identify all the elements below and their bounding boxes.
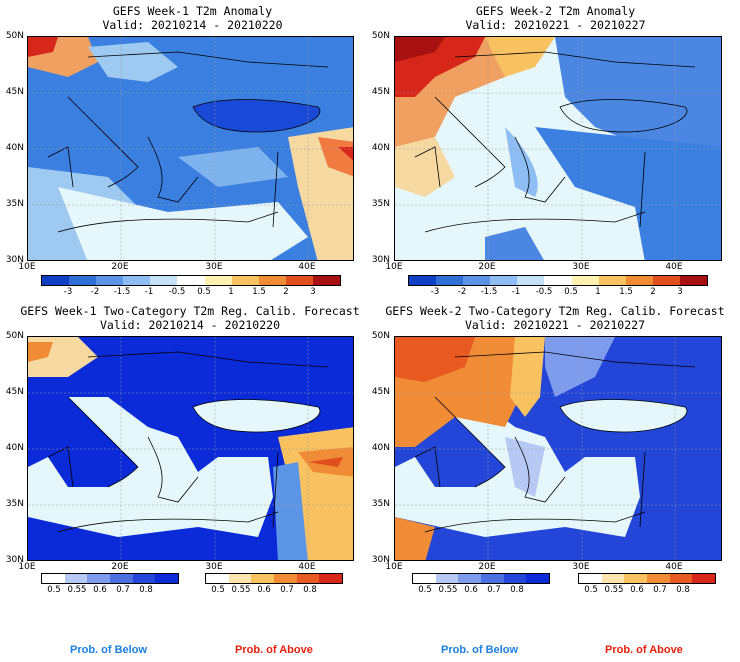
p3-below-lab: 0.7	[116, 585, 130, 595]
p4-above-lab: 0.5	[584, 585, 598, 595]
p3-below-lab: 0.5	[47, 585, 61, 595]
p4-above-lab: 0.55	[604, 585, 624, 595]
panel2-map	[394, 36, 722, 261]
p2-lat-40: 40N	[371, 143, 390, 153]
panel3-title: GEFS Week-1 Two-Category T2m Reg. Calib.…	[20, 304, 360, 332]
p1-cb-lab: -2	[90, 287, 100, 297]
p4-lat-40: 40N	[371, 443, 390, 453]
panel2-title: GEFS Week-2 T2m Anomaly Valid: 20210221 …	[465, 4, 646, 32]
p3-above-lab: 0.5	[211, 585, 225, 595]
p1-lat-50: 50N	[5, 31, 24, 41]
p1-cb-lab: -0.5	[168, 287, 186, 297]
p2-lon-30: 30E	[572, 262, 590, 272]
p2-lat-50: 50N	[371, 31, 390, 41]
p1-lon-10: 10E	[18, 262, 36, 272]
p3-below-lab: 0.8	[139, 585, 153, 595]
p3-above-lab: 0.7	[280, 585, 294, 595]
p4-below-lab: 0.8	[510, 585, 524, 595]
panel4-title: GEFS Week-2 Two-Category T2m Reg. Calib.…	[385, 304, 725, 332]
p3-below-lab: 0.6	[93, 585, 107, 595]
panel1-map	[27, 36, 354, 261]
p4-above-lab: 0.7	[653, 585, 667, 595]
p2-cb-lab: 1	[595, 287, 601, 297]
p2-lon-20: 20E	[478, 262, 496, 272]
p1-lat-40: 40N	[5, 143, 24, 153]
p2-cb-lab: 1.5	[619, 287, 633, 297]
p4-below-lab: 0.7	[487, 585, 501, 595]
p3-below-footer: Prob. of Below	[70, 644, 147, 656]
p1-cb-lab: 0.5	[197, 287, 211, 297]
p2-cb-lab: 0.5	[564, 287, 578, 297]
p3-below-lab: 0.55	[67, 585, 87, 595]
p4-above-footer: Prob. of Above	[605, 644, 683, 656]
p4-above-colorbar	[578, 573, 716, 584]
p3-lon-10: 10E	[18, 562, 36, 572]
p3-lat-35: 35N	[5, 499, 24, 509]
p1-lat-30: 30N	[5, 255, 24, 265]
p3-lat-45: 45N	[5, 387, 24, 397]
p1-cb-lab: 1.5	[252, 287, 266, 297]
p4-below-colorbar	[412, 573, 550, 584]
p4-lon-30: 30E	[572, 562, 590, 572]
p1-cb-lab: 3	[310, 287, 316, 297]
p2-lat-30: 30N	[371, 255, 390, 265]
p4-lat-45: 45N	[371, 387, 390, 397]
p3-lat-50: 50N	[5, 331, 24, 341]
p2-lat-45: 45N	[371, 87, 390, 97]
p1-cb-lab: 1	[228, 287, 234, 297]
p1-lon-40: 40E	[298, 262, 316, 272]
p2-cb-lab: -3	[430, 287, 440, 297]
p3-lon-40: 40E	[298, 562, 316, 572]
panel4-map	[394, 336, 722, 561]
p4-lat-50: 50N	[371, 331, 390, 341]
p2-cb-lab: -1	[511, 287, 521, 297]
panel3-map	[27, 336, 354, 561]
p1-cb-lab: -1	[144, 287, 154, 297]
p3-below-colorbar	[41, 573, 179, 584]
p4-below-lab: 0.6	[464, 585, 478, 595]
p3-lon-30: 30E	[205, 562, 223, 572]
p1-cb-lab: 2	[283, 287, 289, 297]
p3-above-footer: Prob. of Above	[235, 644, 313, 656]
p2-lon-10: 10E	[385, 262, 403, 272]
p1-lat-45: 45N	[5, 87, 24, 97]
panel2-colorbar	[408, 275, 708, 286]
p4-above-lab: 0.6	[630, 585, 644, 595]
p2-cb-lab: 3	[677, 287, 683, 297]
p1-lon-20: 20E	[111, 262, 129, 272]
p2-lat-35: 35N	[371, 199, 390, 209]
p4-lat-30: 30N	[371, 555, 390, 565]
panel1-title: GEFS Week-1 T2m Anomaly Valid: 20210214 …	[102, 4, 283, 32]
p3-above-lab: 0.6	[257, 585, 271, 595]
p1-cb-lab: -1.5	[113, 287, 131, 297]
p2-cb-lab: 2	[650, 287, 656, 297]
p2-cb-lab: -1.5	[480, 287, 498, 297]
p4-below-lab: 0.5	[418, 585, 432, 595]
p1-lon-30: 30E	[205, 262, 223, 272]
p2-cb-lab: -0.5	[535, 287, 553, 297]
p3-above-colorbar	[205, 573, 343, 584]
p4-lon-20: 20E	[478, 562, 496, 572]
p4-below-footer: Prob. of Below	[441, 644, 518, 656]
p3-lat-40: 40N	[5, 443, 24, 453]
p4-below-lab: 0.55	[438, 585, 458, 595]
p4-lon-10: 10E	[385, 562, 403, 572]
p3-above-lab: 0.8	[303, 585, 317, 595]
p4-lon-40: 40E	[665, 562, 683, 572]
p1-cb-lab: -3	[63, 287, 73, 297]
p3-lon-20: 20E	[111, 562, 129, 572]
p2-cb-lab: -2	[457, 287, 467, 297]
p1-lat-35: 35N	[5, 199, 24, 209]
p2-lon-40: 40E	[665, 262, 683, 272]
panel1-colorbar	[41, 275, 341, 286]
p3-lat-30: 30N	[5, 555, 24, 565]
p4-lat-35: 35N	[371, 499, 390, 509]
p4-above-lab: 0.8	[676, 585, 690, 595]
p3-above-lab: 0.55	[231, 585, 251, 595]
